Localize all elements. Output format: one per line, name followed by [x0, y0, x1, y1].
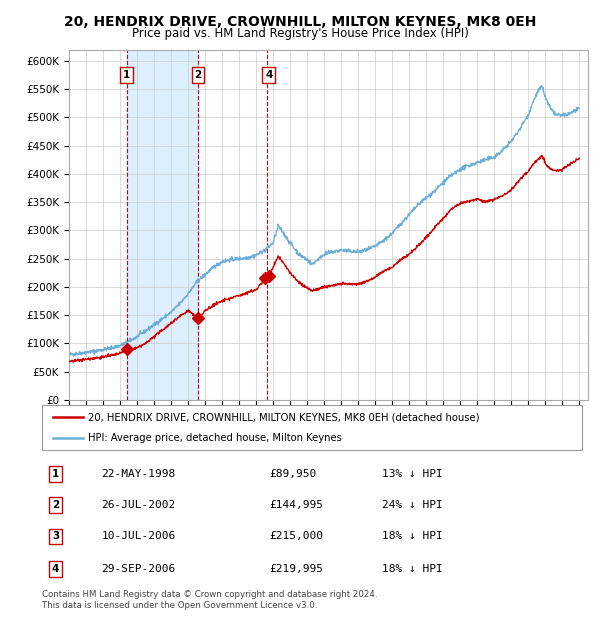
Text: HPI: Average price, detached house, Milton Keynes: HPI: Average price, detached house, Milt…	[88, 433, 342, 443]
Text: 10-JUL-2006: 10-JUL-2006	[101, 531, 176, 541]
Text: 2: 2	[52, 500, 59, 510]
Text: £215,000: £215,000	[269, 531, 323, 541]
Text: 4: 4	[52, 564, 59, 574]
Text: 18% ↓ HPI: 18% ↓ HPI	[382, 564, 443, 574]
Text: 20, HENDRIX DRIVE, CROWNHILL, MILTON KEYNES, MK8 0EH (detached house): 20, HENDRIX DRIVE, CROWNHILL, MILTON KEY…	[88, 412, 479, 422]
Text: £219,995: £219,995	[269, 564, 323, 574]
Text: This data is licensed under the Open Government Licence v3.0.: This data is licensed under the Open Gov…	[42, 601, 317, 611]
Text: 2: 2	[194, 70, 202, 80]
Text: Price paid vs. HM Land Registry's House Price Index (HPI): Price paid vs. HM Land Registry's House …	[131, 27, 469, 40]
FancyBboxPatch shape	[42, 405, 582, 450]
Text: £89,950: £89,950	[269, 469, 316, 479]
Text: 22-MAY-1998: 22-MAY-1998	[101, 469, 176, 479]
Bar	[127, 50, 198, 400]
Text: Contains HM Land Registry data © Crown copyright and database right 2024.: Contains HM Land Registry data © Crown c…	[42, 590, 377, 600]
Text: 4: 4	[265, 70, 272, 80]
Text: 18% ↓ HPI: 18% ↓ HPI	[382, 531, 443, 541]
Text: 20, HENDRIX DRIVE, CROWNHILL, MILTON KEYNES, MK8 0EH: 20, HENDRIX DRIVE, CROWNHILL, MILTON KEY…	[64, 16, 536, 30]
Text: 1: 1	[52, 469, 59, 479]
Text: 29-SEP-2006: 29-SEP-2006	[101, 564, 176, 574]
Text: 1: 1	[123, 70, 130, 80]
Text: £144,995: £144,995	[269, 500, 323, 510]
Text: 26-JUL-2002: 26-JUL-2002	[101, 500, 176, 510]
Text: 13% ↓ HPI: 13% ↓ HPI	[382, 469, 443, 479]
Text: 3: 3	[52, 531, 59, 541]
Text: 24% ↓ HPI: 24% ↓ HPI	[382, 500, 443, 510]
